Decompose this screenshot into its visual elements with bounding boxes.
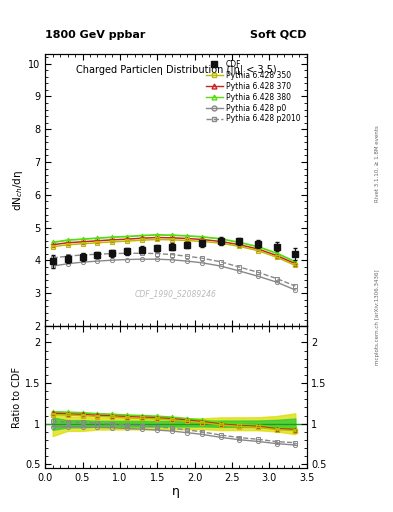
Text: mcplots.cern.ch [arXiv:1306.3436]: mcplots.cern.ch [arXiv:1306.3436]: [375, 270, 380, 365]
Text: Soft QCD: Soft QCD: [250, 30, 307, 40]
Legend: CDF, Pythia 6.428 350, Pythia 6.428 370, Pythia 6.428 380, Pythia 6.428 p0, Pyth: CDF, Pythia 6.428 350, Pythia 6.428 370,…: [204, 57, 303, 126]
Y-axis label: dN$_{ch}$/dη: dN$_{ch}$/dη: [11, 169, 25, 210]
Text: Charged Particleη Distribution (|η| < 3.5): Charged Particleη Distribution (|η| < 3.…: [75, 65, 276, 75]
Text: CDF_1990_S2089246: CDF_1990_S2089246: [135, 289, 217, 298]
Text: 1800 GeV ppbar: 1800 GeV ppbar: [45, 30, 145, 40]
Y-axis label: Ratio to CDF: Ratio to CDF: [12, 367, 22, 428]
X-axis label: η: η: [172, 485, 180, 498]
Text: Rivet 3.1.10, ≥ 1.8M events: Rivet 3.1.10, ≥ 1.8M events: [375, 125, 380, 202]
